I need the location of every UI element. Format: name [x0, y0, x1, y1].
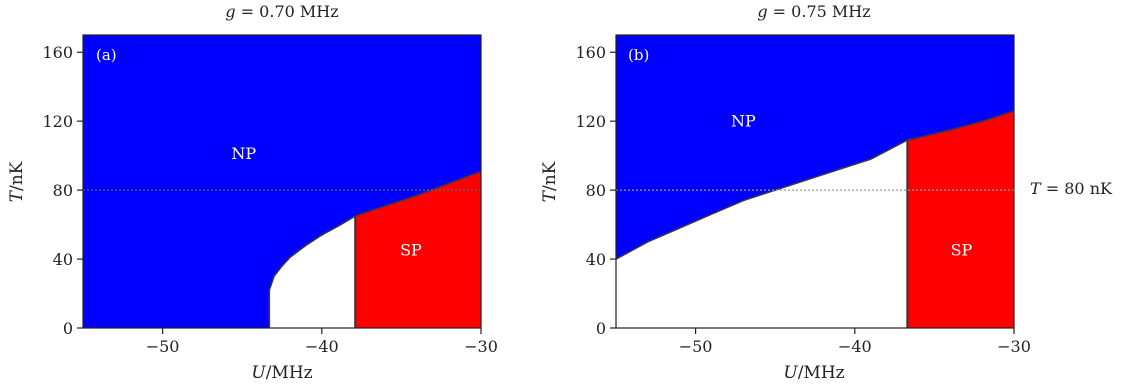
y-tick-label: 0: [596, 319, 606, 338]
np-label: NP: [731, 111, 756, 130]
sp-region: [907, 110, 1014, 328]
y-tick-label: 80: [586, 181, 606, 200]
y-tick-label: 0: [63, 319, 73, 338]
y-tick-label: 160: [575, 43, 606, 62]
y-axis-label: T/nK: [540, 161, 560, 202]
x-tick-label: −40: [305, 337, 339, 356]
plot-frame: [615, 34, 1015, 329]
panel-a: g = 0.70 MHz (a) NP SP −50 −40 −30 0 40 80 12…: [7, 2, 498, 383]
np-label: NP: [231, 144, 256, 163]
sp-region: [355, 171, 481, 328]
panel-label: (b): [628, 46, 649, 64]
gap-region: [269, 216, 356, 328]
panel-label: (a): [96, 46, 117, 64]
x-tick-label: −50: [146, 337, 180, 356]
x-axis-label: U/MHz: [783, 363, 844, 383]
phase-boundary-curve: [615, 110, 1015, 260]
panel-b: g = 0.75 MHz (b) NP SP −50 −40 −30 0 40 80 12…: [540, 2, 1113, 383]
x-tick-label: −30: [464, 337, 498, 356]
y-axis: 0 40 80 120 160: [42, 43, 83, 338]
x-tick-label: −30: [997, 337, 1031, 356]
y-tick-label: 80: [53, 181, 73, 200]
sp-label: SP: [400, 241, 422, 260]
reference-line-label: T = 80 nK: [1030, 179, 1113, 198]
x-axis-label: U/MHz: [251, 363, 312, 383]
x-axis: −50 −40 −30: [146, 328, 498, 356]
chart-title: g = 0.75 MHz: [757, 2, 870, 21]
y-tick-label: 160: [42, 43, 73, 62]
plot-frame: [82, 34, 482, 329]
sp-label: SP: [951, 241, 973, 260]
y-tick-label: 40: [586, 250, 606, 269]
y-axis-label: T/nK: [7, 161, 27, 202]
y-tick-label: 40: [53, 250, 73, 269]
x-axis: −50 −40 −30: [679, 328, 1031, 356]
x-tick-label: −40: [838, 337, 872, 356]
y-tick-label: 120: [42, 112, 73, 131]
chart-title: g = 0.70 MHz: [225, 2, 338, 21]
gap-region: [616, 140, 908, 328]
y-axis: 0 40 80 120 160: [575, 43, 616, 338]
phase-boundary-curve: [268, 170, 482, 328]
y-tick-label: 120: [575, 112, 606, 131]
x-tick-label: −50: [679, 337, 713, 356]
